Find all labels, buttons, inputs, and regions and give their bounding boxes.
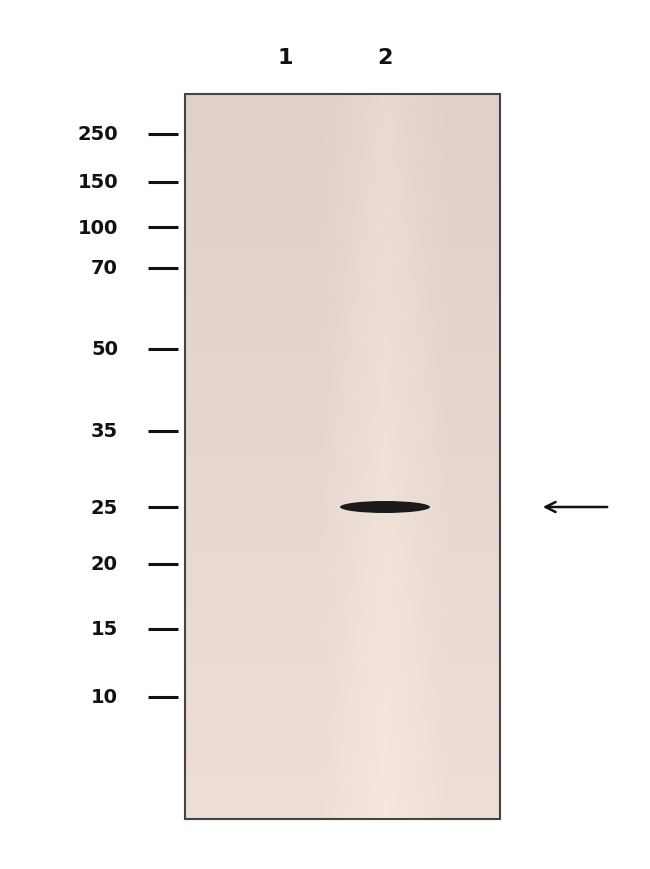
Text: 1: 1 — [278, 48, 292, 68]
Text: 150: 150 — [77, 173, 118, 192]
Text: 20: 20 — [91, 555, 118, 574]
Text: 35: 35 — [91, 422, 118, 441]
Text: 25: 25 — [91, 498, 118, 517]
Bar — [185, 95, 500, 819]
Text: 2: 2 — [377, 48, 393, 68]
Text: 15: 15 — [91, 620, 118, 639]
Ellipse shape — [340, 501, 430, 514]
Bar — [185, 95, 500, 819]
Text: 100: 100 — [77, 218, 118, 237]
Text: 70: 70 — [91, 259, 118, 278]
Text: 50: 50 — [91, 340, 118, 359]
Text: 250: 250 — [77, 125, 118, 144]
Text: 10: 10 — [91, 687, 118, 706]
